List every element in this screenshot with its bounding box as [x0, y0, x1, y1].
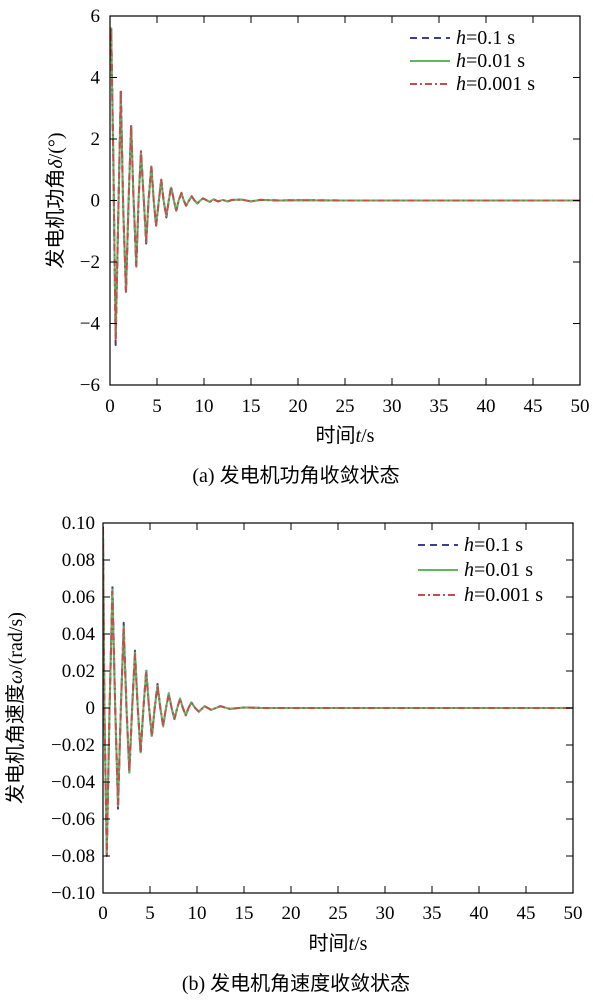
y-tick-label: −4 — [80, 314, 101, 335]
y-tick-label: 2 — [91, 129, 101, 150]
y-tick-label: 0.06 — [62, 587, 95, 608]
legend-symbol: h — [456, 50, 466, 72]
legend-label-2: h=0.01 s — [464, 559, 533, 581]
y-tick-label: −0.02 — [51, 735, 95, 756]
y-tick-label: −0.10 — [51, 883, 95, 904]
x-tick-label: 45 — [524, 396, 543, 417]
x-tick-label: 5 — [152, 396, 162, 417]
legend-value: =0.01 s — [474, 559, 533, 581]
x-axis-title-main: 时间 — [316, 424, 356, 447]
x-tick-label: 50 — [564, 903, 583, 924]
figure-caption-a: (a) 发电机功角收敛状态 — [192, 464, 399, 487]
y-tick-label: 0.02 — [62, 661, 95, 682]
x-tick-label: 40 — [470, 903, 489, 924]
chart-b: 0 5 10 15 20 25 30 35 40 45 50 −0.10 −0.08 −0.06 −0.04… — [4, 513, 583, 995]
legend-label-1: h=0.1 s — [456, 27, 515, 49]
figure-caption-b: (b) 发电机角速度收敛状态 — [182, 972, 410, 995]
x-tick-label: 35 — [430, 396, 449, 417]
y-axis-title-main: 发电机角速度 — [4, 684, 27, 804]
y-tick-label: −2 — [80, 252, 100, 273]
x-axis-title-symbol: t — [356, 425, 362, 447]
x-tick-label: 25 — [329, 903, 348, 924]
y-tick-label: 0.08 — [62, 550, 95, 571]
x-tick-label: 30 — [376, 903, 395, 924]
x-tick-label: 15 — [235, 903, 254, 924]
x-tick-label: 45 — [517, 903, 536, 924]
legend-value: =0.01 s — [466, 50, 525, 72]
legend-symbol: h — [456, 27, 466, 49]
x-tick-label: 35 — [423, 903, 442, 924]
y-axis-title-symbol: δ — [45, 159, 67, 169]
chart-a: 0 5 10 15 20 25 30 35 40 45 50 −6 −4 −2 0 2 4 6 时间t/s 发电机功角… — [44, 6, 590, 487]
x-axis-title-unit: /s — [361, 425, 375, 447]
y-tick-label: −0.04 — [51, 772, 95, 793]
y-axis-title: 发电机功角δ/(°) — [44, 132, 67, 268]
x-axis-title: 时间t/s — [309, 932, 368, 955]
x-tick-label: 50 — [571, 396, 590, 417]
legend-symbol: h — [456, 73, 466, 95]
x-tick-label: 10 — [195, 396, 214, 417]
y-axis-title-symbol: ω — [5, 670, 27, 684]
series-line-3 — [103, 528, 573, 856]
x-axis-title-unit: /s — [354, 933, 368, 955]
x-tick-label: 0 — [98, 903, 108, 924]
series-line-3 — [110, 27, 580, 340]
series-lines — [110, 24, 580, 347]
legend-symbol: h — [464, 584, 474, 606]
x-tick-label: 20 — [289, 396, 308, 417]
legend-label-3: h=0.001 s — [464, 584, 543, 606]
legend-symbol: h — [464, 559, 474, 581]
legend-symbol: h — [464, 534, 474, 556]
x-tick-label: 40 — [477, 396, 496, 417]
y-axis-title-main: 发电机功角 — [44, 169, 67, 269]
y-tick-label: −0.08 — [51, 846, 95, 867]
x-tick-label: 0 — [105, 396, 115, 417]
y-tick-label: 0 — [86, 698, 96, 719]
y-axis-title-unit: /(rad/s) — [5, 612, 27, 670]
x-tick-label: 10 — [188, 903, 207, 924]
legend: h=0.1 sh=0.01 sh=0.001 s — [418, 534, 543, 606]
x-axis-title-symbol: t — [349, 933, 355, 955]
legend-label-1: h=0.1 s — [464, 534, 523, 556]
y-tick-label: 0.10 — [62, 513, 95, 534]
legend-value: =0.1 s — [466, 27, 515, 49]
legend: h=0.1 sh=0.01 sh=0.001 s — [410, 27, 535, 95]
x-axis-title: 时间t/s — [316, 424, 375, 447]
y-axis-title-unit: /(°) — [45, 132, 67, 159]
legend-value: =0.1 s — [474, 534, 523, 556]
y-tick-label: 6 — [91, 6, 101, 27]
legend-value: =0.001 s — [466, 73, 535, 95]
x-tick-label: 25 — [336, 396, 355, 417]
y-tick-label: 0.04 — [62, 624, 96, 645]
x-tick-label: 30 — [383, 396, 402, 417]
x-tick-label: 15 — [242, 396, 261, 417]
legend-value: =0.001 s — [474, 584, 543, 606]
y-tick-label: −0.06 — [51, 809, 95, 830]
legend-label-2: h=0.01 s — [456, 50, 525, 72]
series-lines — [103, 526, 573, 857]
x-axis-title-main: 时间 — [309, 932, 349, 955]
y-axis-title: 发电机角速度ω/(rad/s) — [4, 612, 27, 804]
x-tick-label: 20 — [282, 903, 301, 924]
y-tick-label: 4 — [91, 68, 101, 89]
y-tick-label: 0 — [91, 191, 101, 212]
legend-label-3: h=0.001 s — [456, 73, 535, 95]
x-tick-label: 5 — [145, 903, 155, 924]
y-tick-label: −6 — [80, 375, 100, 396]
